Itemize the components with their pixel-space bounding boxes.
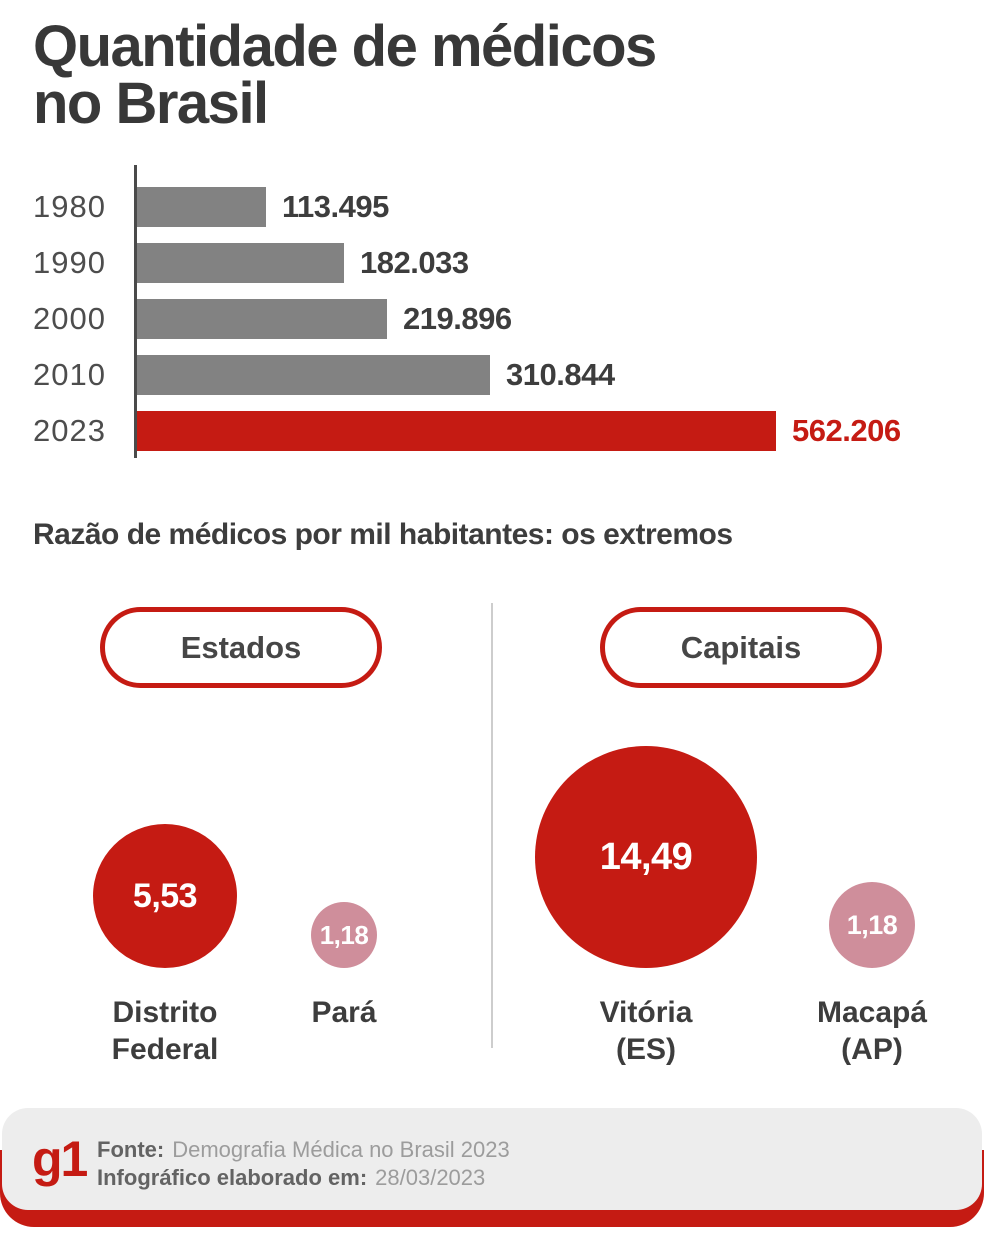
- bar-year-label: 2023: [33, 413, 106, 448]
- footer-date-label: Infográfico elaborado em:: [97, 1165, 368, 1190]
- bubble-name-line: (ES): [616, 1033, 676, 1066]
- bubble-name-line: (AP): [841, 1033, 903, 1066]
- bar-year-label: 1980: [33, 189, 106, 224]
- section-divider: [491, 603, 493, 1048]
- bubble-value: 1,18: [846, 909, 898, 940]
- page-title: Quantidade de médicos no Brasil: [33, 18, 657, 133]
- bubble-name-label: Vitória (ES): [526, 994, 766, 1068]
- estados-pill: Estados: [100, 607, 382, 688]
- bar-year-label: 1990: [33, 245, 106, 280]
- bar-row: 1980 113.495: [33, 187, 389, 227]
- bar-value-label: 182.033: [360, 245, 469, 280]
- page-title-line1: Quantidade de médicos: [33, 14, 657, 79]
- bubble-macap-ap-: 1,18: [829, 882, 915, 968]
- bar-value-label: 310.844: [506, 357, 615, 392]
- bubble-vit-ria-es-: 14,49: [535, 746, 757, 968]
- bubble-name-label: Macapá (AP): [752, 994, 984, 1068]
- bubble-distrito-federal: 5,53: [93, 824, 237, 968]
- section-title: Razão de médicos por mil habitantes: os …: [33, 518, 733, 551]
- footer-text: Fonte: Demografia Médica no Brasil 2023 I…: [97, 1136, 510, 1192]
- bar-row: 2000 219.896: [33, 299, 512, 339]
- bar-year-label: 2000: [33, 301, 106, 336]
- g1-logo: g1: [32, 1131, 88, 1187]
- bubble-value: 1,18: [319, 919, 369, 950]
- bubble-name-line: Federal: [111, 1033, 219, 1066]
- bar-rect: [137, 355, 490, 395]
- footer-date-line: Infográfico elaborado em: 28/03/2023: [97, 1164, 510, 1192]
- bar-rect: [137, 411, 776, 451]
- bar-row: 2010 310.844: [33, 355, 615, 395]
- bar-rect: [137, 299, 387, 339]
- page-title-line2: no Brasil: [33, 71, 269, 136]
- footer-source-label: Fonte:: [97, 1137, 165, 1162]
- bubble-name-line: Distrito: [112, 996, 218, 1029]
- footer-source-value: Demografia Médica no Brasil 2023: [172, 1137, 510, 1162]
- bar-chart-axis: [134, 165, 137, 458]
- footer-date-value: 28/03/2023: [375, 1165, 486, 1190]
- bubble-value: 5,53: [132, 876, 198, 915]
- footer-card: g1 Fonte: Demografia Médica no Brasil 202…: [2, 1108, 982, 1210]
- capitais-pill: Capitais: [600, 607, 882, 688]
- bubble-name-line: Vitória: [599, 996, 693, 1029]
- bar-value-label: 562.206: [792, 413, 901, 448]
- bubble-name-line: Pará: [311, 996, 377, 1029]
- bubble-name-label: Pará: [224, 994, 464, 1031]
- footer-source-line: Fonte: Demografia Médica no Brasil 2023: [97, 1136, 510, 1164]
- bar-rect: [137, 243, 344, 283]
- bubble-name-label: Distrito Federal: [45, 994, 285, 1068]
- estados-pill-label: Estados: [180, 629, 302, 665]
- bar-value-label: 219.896: [403, 301, 512, 336]
- bar-year-label: 2010: [33, 357, 106, 392]
- bar-row: 1990 182.033: [33, 243, 469, 283]
- bubble-name-line: Macapá: [816, 996, 928, 1029]
- bubble-value: 14,49: [599, 835, 693, 878]
- bar-value-label: 113.495: [282, 189, 389, 224]
- bar-row: 2023 562.206: [33, 411, 901, 451]
- capitais-pill-label: Capitais: [680, 629, 802, 665]
- bubble-par-: 1,18: [311, 902, 377, 968]
- bar-rect: [137, 187, 266, 227]
